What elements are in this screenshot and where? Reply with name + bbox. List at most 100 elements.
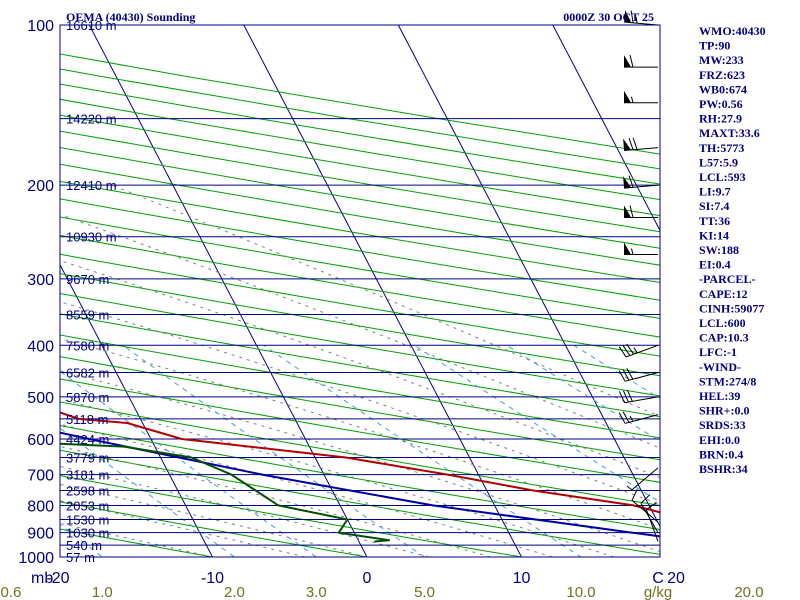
wind-barb [624,242,658,255]
index-value: WMO:40430 [699,24,766,38]
wind-barb-flag [629,205,634,218]
temperature-tick-label: -20 [46,570,69,587]
height-label: 9670 m [66,272,109,287]
index-value: MAXT:33.6 [699,126,760,140]
wind-barb [618,411,659,424]
dry-adiabat-line [60,334,660,439]
dry-adiabat-line [60,356,660,461]
mixing-ratio-line [60,370,318,557]
wind-barb-flag [619,391,625,403]
wind-barb-flag [631,488,638,501]
temperature-profile-line [60,411,660,514]
index-value: CAP:10.3 [699,331,749,345]
index-value: RH:27.9 [699,112,742,126]
wind-barb-half-flag [631,248,634,255]
wind-barb-staff [625,372,659,382]
wind-barb-half-flag [629,415,634,422]
height-label: 7580 m [66,338,109,353]
moist-adiabat-line [60,214,660,449]
wind-barb-staff [624,184,659,189]
dry-adiabat-line [60,216,660,319]
dry-adiabat-line [60,234,660,338]
isotherm-line [243,25,523,557]
dry-adiabat-line [60,146,660,249]
height-label: 5870 m [66,390,109,405]
index-value: HEL:39 [699,389,740,403]
wind-barb-pennant [624,205,631,218]
pressure-tick-label: 400 [27,338,54,355]
height-label: 16610 m [66,18,117,33]
moist-adiabat-line [111,184,660,418]
mixing-ratio-unit-label: g/kg [644,584,672,600]
mixing-ratio-line [414,344,660,503]
index-value: TH:5773 [699,141,744,155]
height-label: 8559 m [66,307,109,322]
index-value: LI:9.7 [699,185,731,199]
wind-barb-half-flag [626,485,633,491]
wind-barb-half-flag [633,347,638,354]
mixing-ratio-label: 5.0 [414,584,435,600]
index-value: MW:233 [699,53,744,67]
wind-barb [624,55,658,68]
isotherm-line [88,25,368,557]
height-label: 4424 m [66,432,109,447]
mixing-ratio-label: 0.6 [1,584,22,600]
index-value: WB0:674 [699,82,747,96]
wind-barb-flag [622,390,629,403]
index-value: BRN:0.4 [699,447,743,461]
wind-barb [624,205,658,218]
pressure-tick-label: 900 [27,526,54,543]
dry-adiabat-line [60,180,660,284]
pressure-tick-label: 300 [27,272,54,289]
pressure-tick-label: 200 [27,178,54,195]
wind-barb [623,175,659,189]
wind-barb-flag [630,10,634,23]
temperature-tick-label: 20 [667,570,685,587]
index-value: -WIND- [699,360,741,374]
temperature-tick-label: 0 [363,570,372,587]
dry-adiabat-line [60,163,660,266]
height-label: 6582 m [66,366,109,381]
height-label: 540 m [66,538,102,553]
mixing-ratio-label: 2.0 [224,584,245,600]
index-value: EI:0.4 [699,258,731,272]
pressure-tick-label: 600 [27,432,54,449]
height-label: 2053 m [66,498,109,513]
pressure-tick-label: 700 [27,468,54,485]
dry-adiabat-line [60,378,660,483]
wind-barb-staff [624,396,659,404]
mixing-ratio-label: 1.0 [92,584,113,600]
index-value: -PARCEL- [699,272,755,286]
moist-adiabat-line [60,522,213,557]
mixing-ratio-line [60,427,236,557]
wind-barb [618,343,659,358]
index-value: STM:274/8 [699,374,756,388]
pressure-tick-label: 1000 [18,550,54,567]
pressure-tick-label: 500 [27,390,54,407]
wind-barb-flag [632,137,638,150]
height-label: 12410 m [66,178,117,193]
wind-barb [618,368,659,382]
wind-barb-half-flag [631,96,634,103]
mixing-ratio-line [506,344,660,442]
temperature-unit-label: C [652,570,664,587]
pressure-unit-label: mb [31,570,53,587]
height-label: 3779 m [66,450,109,465]
height-label: 14220 m [66,112,117,127]
wind-barb-pennant [623,138,632,151]
index-value: CINH:59077 [699,301,764,315]
temperature-tick-label: -10 [201,570,224,587]
height-label: 10930 m [66,230,117,245]
wind-barb-flag [628,175,634,188]
index-value: LFC:-1 [699,345,737,359]
dry-adiabat-line [60,501,370,557]
moist-adiabat-line [60,301,660,505]
wind-barb-pennant [624,55,631,68]
wind-barb [626,467,659,491]
wind-barb-pennant [623,176,632,189]
height-label: 1530 m [66,512,109,527]
height-label: 2598 m [66,484,109,499]
dry-adiabat-line [60,449,660,555]
index-value: PW:0.56 [699,97,743,111]
